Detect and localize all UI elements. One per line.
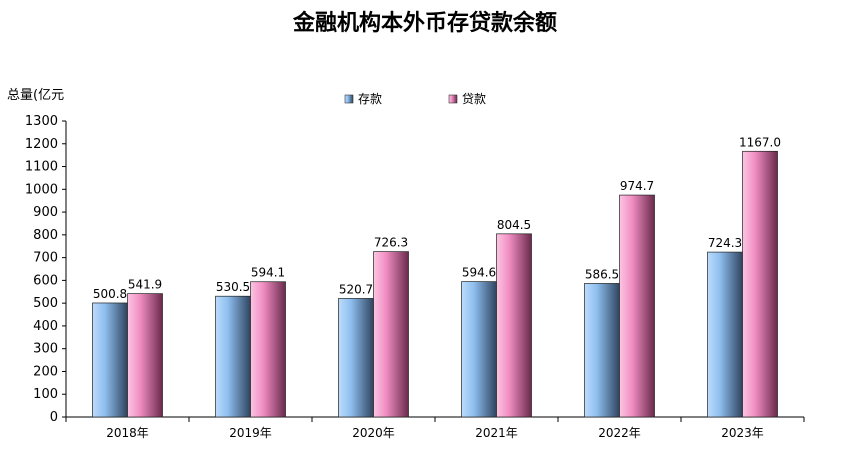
bar-deposits	[215, 295, 251, 418]
x-tick-label: 2018年	[106, 426, 149, 440]
bar-deposits	[92, 302, 128, 418]
bar-loans	[619, 194, 655, 418]
legend-label-loans: 贷款	[462, 92, 486, 106]
data-label: 586.5	[585, 267, 619, 281]
data-label: 520.7	[339, 282, 373, 296]
bar-loans	[250, 281, 286, 418]
legend: 存款 贷款	[344, 92, 486, 106]
legend-label-deposits: 存款	[358, 92, 382, 106]
data-label: 594.1	[251, 266, 285, 280]
bar-loans	[742, 150, 778, 418]
bar-deposits	[584, 283, 620, 418]
data-label: 724.3	[708, 236, 742, 250]
y-tick-label: 400	[33, 319, 58, 334]
bar-deposits	[707, 251, 743, 418]
x-tick-label: 2019年	[229, 426, 272, 440]
x-tick-label: 2022年	[598, 426, 641, 440]
y-tick-label: 500	[33, 296, 58, 311]
x-tick-label: 2020年	[352, 426, 395, 440]
data-label: 530.5	[216, 280, 250, 294]
y-tick-label: 1000	[25, 182, 58, 197]
y-tick-label: 200	[33, 364, 58, 379]
y-tick-label: 700	[33, 251, 58, 266]
y-tick-label: 800	[33, 228, 58, 243]
legend-swatch-loans	[448, 94, 458, 104]
bar-loans	[373, 251, 409, 418]
bar-deposits	[338, 298, 374, 418]
y-tick-label: 600	[33, 273, 58, 288]
data-label: 726.3	[374, 236, 408, 250]
y-tick-label: 100	[33, 387, 58, 402]
axes: 0 100 200 300 400 500 600 700 800 900 1000 1100 1200…	[25, 114, 805, 440]
data-label: 1167.0	[739, 135, 781, 149]
bars	[92, 150, 778, 418]
data-label: 804.5	[497, 218, 531, 232]
y-tick-label: 0	[50, 410, 58, 425]
legend-swatch-deposits	[344, 94, 354, 104]
bar-deposits	[461, 281, 497, 418]
data-label: 500.8	[93, 287, 127, 301]
y-axis-label: 总量(亿元	[7, 88, 64, 103]
bar-loans	[496, 233, 532, 418]
data-label: 541.9	[128, 278, 162, 292]
y-tick-label: 1300	[25, 114, 58, 129]
x-tick-label: 2023年	[721, 426, 764, 440]
chart-title: 金融机构本外币存贷款余额	[292, 10, 557, 36]
data-label: 974.7	[620, 179, 654, 193]
x-tick-label: 2021年	[475, 426, 518, 440]
y-tick-label: 300	[33, 342, 58, 357]
y-tick-label: 1200	[25, 137, 58, 152]
data-label: 594.6	[462, 266, 496, 280]
bar-loans	[127, 293, 163, 418]
y-tick-label: 1100	[25, 160, 58, 175]
y-tick-label: 900	[33, 205, 58, 220]
